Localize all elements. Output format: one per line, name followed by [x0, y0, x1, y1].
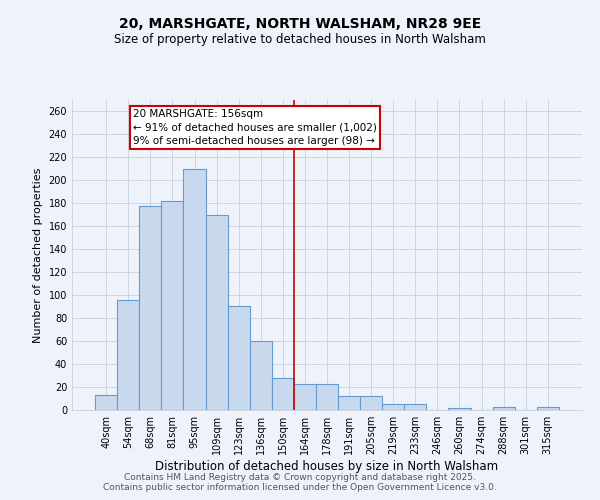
Bar [161, 201, 184, 410]
Bar [184, 169, 206, 410]
X-axis label: Distribution of detached houses by size in North Walsham: Distribution of detached houses by size … [155, 460, 499, 473]
Bar [272, 378, 294, 410]
Text: Contains public sector information licensed under the Open Government Licence v3: Contains public sector information licen… [103, 484, 497, 492]
Y-axis label: Number of detached properties: Number of detached properties [33, 168, 43, 342]
Bar [227, 306, 250, 410]
Bar [493, 406, 515, 410]
Text: Contains HM Land Registry data © Crown copyright and database right 2025.: Contains HM Land Registry data © Crown c… [124, 472, 476, 482]
Text: 20, MARSHGATE, NORTH WALSHAM, NR28 9EE: 20, MARSHGATE, NORTH WALSHAM, NR28 9EE [119, 18, 481, 32]
Bar [338, 396, 360, 410]
Bar [360, 396, 382, 410]
Bar [382, 404, 404, 410]
Text: Size of property relative to detached houses in North Walsham: Size of property relative to detached ho… [114, 32, 486, 46]
Text: 20 MARSHGATE: 156sqm
← 91% of detached houses are smaller (1,002)
9% of semi-det: 20 MARSHGATE: 156sqm ← 91% of detached h… [133, 109, 377, 146]
Bar [537, 406, 559, 410]
Bar [95, 395, 117, 410]
Bar [404, 404, 427, 410]
Bar [294, 384, 316, 410]
Bar [448, 408, 470, 410]
Bar [117, 300, 139, 410]
Bar [316, 384, 338, 410]
Bar [139, 206, 161, 410]
Bar [250, 341, 272, 410]
Bar [206, 215, 227, 410]
